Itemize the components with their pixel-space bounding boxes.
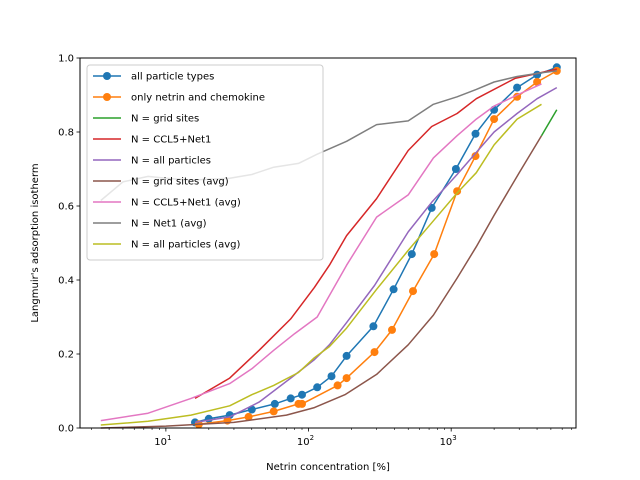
data-point [471,129,480,138]
data-point [204,414,213,423]
y-axis-label: Langmuir's adsorption isotherm [30,163,41,322]
data-point [453,187,462,196]
y-tick-label: 1.0 [58,54,74,65]
series-line [198,70,558,426]
series-layer [100,63,561,429]
data-point [451,165,460,173]
data-point [313,383,322,392]
y-tick-label: 0.2 [58,350,74,361]
x-axis-label: Netrin concentration [%] [266,462,390,473]
legend-label: N = grid sites (avg) [131,177,229,188]
legend-marker [103,93,111,101]
data-point [369,322,378,331]
legend-label: all particle types [131,72,214,83]
data-point [333,381,342,390]
x-tick-exponent: 3 [452,434,456,442]
legend-label: N = CCL5+Net1 [131,135,211,146]
data-point [490,115,499,124]
data-point [342,351,351,360]
series-line [540,109,558,137]
legend-label: N = CCL5+Net1 (avg) [131,198,241,209]
data-point [513,83,522,92]
data-point [389,285,398,294]
x-tick-exponent: 2 [310,434,314,442]
legend-box [86,64,324,261]
data-point [430,250,439,259]
data-point [286,394,295,403]
data-point [471,152,480,161]
legend-label: only netrin and chemokine [131,93,265,104]
data-point [407,250,416,259]
legend-label: N = grid sites [131,114,199,125]
data-point [388,325,396,334]
data-point [370,348,379,357]
series-line [194,68,557,400]
legend: all particle types only netrin and chemok… [86,64,324,261]
data-point [409,287,417,296]
series-line [194,86,558,424]
x-tick-exponent: 1 [167,434,171,442]
plot-frame [79,57,577,429]
data-point [533,78,542,86]
legend-marker [103,72,111,80]
y-tick-label: 0.0 [58,424,74,435]
data-point [298,390,306,399]
data-point [269,407,278,416]
data-point [327,372,336,381]
data-point [244,412,253,421]
y-tick-label: 0.4 [58,276,74,287]
data-point [342,374,351,383]
series-line [100,103,542,426]
series-line [100,83,542,422]
legend-label: N = all particles [131,156,211,167]
legend-label: N = all particles (avg) [131,240,240,251]
legend-label: N = Net1 (avg) [131,219,207,230]
series-line [100,135,543,429]
y-tick-label: 0.6 [58,202,74,213]
data-point [270,399,279,408]
y-tick-label: 0.8 [58,128,74,139]
data-point [298,399,306,408]
